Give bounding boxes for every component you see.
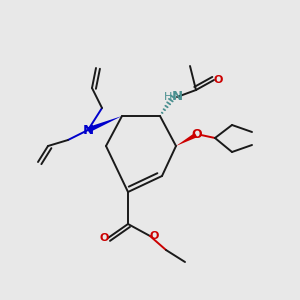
Text: N: N xyxy=(171,91,183,103)
Text: N: N xyxy=(82,124,94,136)
Polygon shape xyxy=(87,116,122,133)
Polygon shape xyxy=(176,133,197,146)
Text: O: O xyxy=(149,231,159,241)
Text: O: O xyxy=(99,233,109,243)
Text: H: H xyxy=(164,92,172,102)
Text: O: O xyxy=(213,75,223,85)
Text: O: O xyxy=(192,128,202,142)
